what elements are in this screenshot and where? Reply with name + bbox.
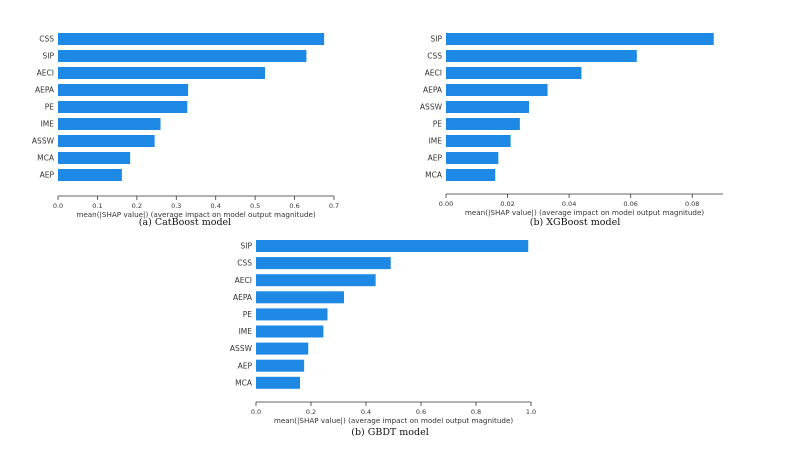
- bar-mca: [446, 169, 496, 181]
- bar-css: [58, 33, 325, 45]
- x-tick-label: 0.1: [92, 202, 102, 210]
- bar-sip: [58, 50, 307, 62]
- bar-aep: [446, 152, 499, 164]
- chart-caption: (b) XGBoost model: [530, 217, 620, 228]
- bar-ime: [58, 118, 161, 130]
- bar-aepa: [58, 84, 189, 96]
- bar-aepa: [256, 291, 344, 304]
- x-tick-label: 0.5: [250, 202, 260, 210]
- category-label-ime: IME: [239, 327, 253, 336]
- chart-2: SIP CSS AECI AEPA ASSW PE IME AEP MCA 0.00 0.02 0.0…: [420, 33, 723, 228]
- bar-pe: [446, 118, 520, 130]
- category-label-aepa: AEPA: [423, 86, 443, 95]
- category-label-css: CSS: [427, 52, 442, 61]
- x-tick-label: 0.0: [251, 408, 261, 416]
- x-axis-label: mean(|SHAP value|) (average impact on mo…: [465, 208, 705, 217]
- category-label-mca: MCA: [235, 378, 253, 387]
- x-tick-label: 0.7: [329, 202, 339, 210]
- category-label-assw: ASSW: [230, 344, 253, 353]
- x-tick-label: 0.8: [471, 408, 481, 416]
- category-label-ime: IME: [429, 137, 443, 146]
- category-label-css: CSS: [237, 259, 252, 268]
- chart-3: SIP CSS AECI AEPA PE IME ASSW AEP MCA 0.0 0.2 0.4 0.…: [230, 240, 536, 438]
- x-tick-label: 0.2: [306, 408, 316, 416]
- bar-css: [446, 50, 637, 62]
- category-label-aeci: AECI: [425, 69, 442, 78]
- x-tick-label: 0.00: [439, 200, 453, 208]
- x-tick-label: 1.0: [526, 408, 536, 416]
- bar-aeci: [446, 67, 582, 79]
- bar-ime: [256, 325, 324, 338]
- bar-sip: [446, 33, 714, 45]
- bar-css: [256, 257, 391, 270]
- bar-assw: [446, 101, 530, 113]
- category-label-css: CSS: [39, 35, 54, 44]
- bar-ime: [446, 135, 511, 147]
- category-label-pe: PE: [45, 103, 55, 112]
- bar-aeci: [58, 67, 265, 79]
- chart-1: CSS SIP AECI AEPA PE IME ASSW MCA AEP 0.0 0.1 0.2 0.…: [32, 33, 339, 228]
- x-axis-label: mean(|SHAP value|) (average impact on mo…: [274, 416, 514, 425]
- category-label-aep: AEP: [238, 361, 253, 370]
- x-tick-label: 0.02: [500, 200, 514, 208]
- category-label-aep: AEP: [428, 154, 443, 163]
- x-tick-label: 0.06: [623, 200, 637, 208]
- category-label-ime: IME: [41, 120, 55, 129]
- chart-caption: (b) GBDT model: [351, 427, 429, 438]
- bar-pe: [256, 308, 328, 321]
- x-axis-label: mean(|SHAP value|) (average impact on mo…: [76, 210, 316, 219]
- bar-aepa: [446, 84, 548, 96]
- category-label-sip: SIP: [43, 52, 55, 61]
- x-tick-label: 0.6: [416, 408, 426, 416]
- category-label-aepa: AEPA: [35, 86, 55, 95]
- x-tick-label: 0.3: [171, 202, 181, 210]
- x-tick-label: 0.0: [53, 202, 63, 210]
- bar-mca: [58, 152, 131, 164]
- x-tick-label: 0.2: [132, 202, 142, 210]
- bar-assw: [58, 135, 155, 147]
- category-label-aeci: AECI: [37, 69, 54, 78]
- category-label-mca: MCA: [425, 171, 443, 180]
- category-label-assw: ASSW: [420, 103, 443, 112]
- category-label-aeci: AECI: [235, 276, 252, 285]
- bar-mca: [256, 376, 300, 389]
- chart-caption: (a) CatBoost model: [139, 217, 231, 228]
- category-label-mca: MCA: [37, 154, 55, 163]
- bar-assw: [256, 342, 309, 355]
- category-label-assw: ASSW: [32, 137, 55, 146]
- category-label-aepa: AEPA: [233, 293, 253, 302]
- category-label-sip: SIP: [241, 242, 253, 251]
- x-tick-label: 0.4: [361, 408, 371, 416]
- x-tick-label: 0.4: [211, 202, 221, 210]
- bar-aep: [256, 359, 305, 372]
- bar-pe: [58, 101, 188, 113]
- category-label-aep: AEP: [40, 171, 55, 180]
- bar-aeci: [256, 274, 376, 287]
- category-label-sip: SIP: [431, 35, 443, 44]
- x-tick-label: 0.04: [562, 200, 576, 208]
- category-label-pe: PE: [433, 120, 443, 129]
- bar-aep: [58, 169, 122, 181]
- x-tick-label: 0.6: [289, 202, 299, 210]
- bar-sip: [256, 240, 529, 252]
- category-label-pe: PE: [243, 310, 253, 319]
- x-tick-label: 0.08: [685, 200, 699, 208]
